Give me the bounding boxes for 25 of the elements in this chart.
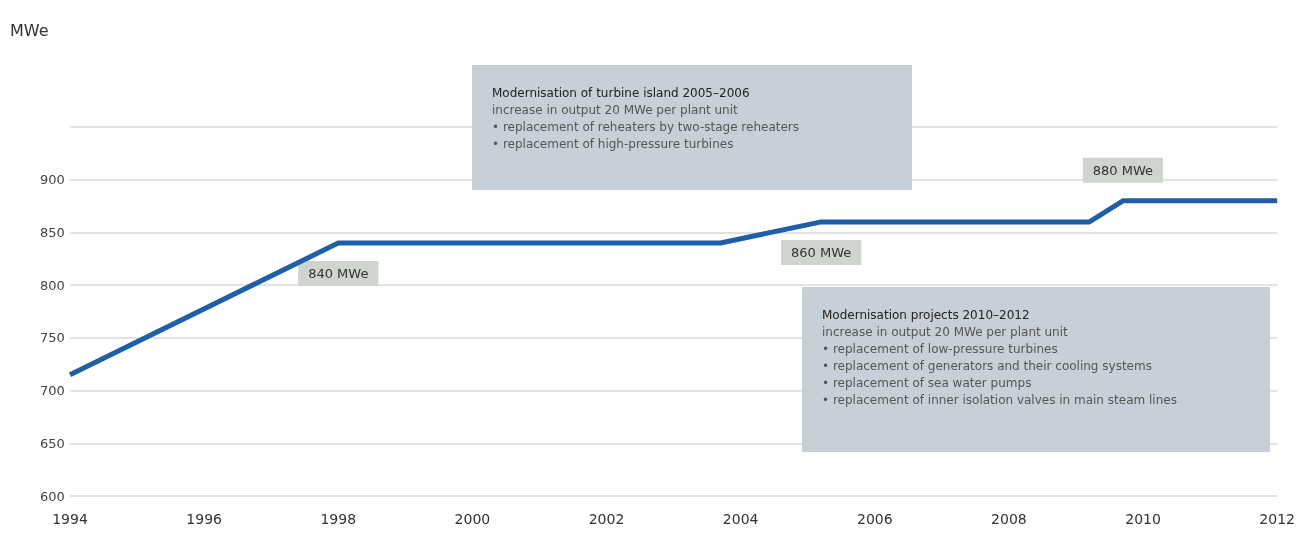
annotation: Modernisation of turbine island 2005–2006 increase in output 20 MWe per plant unit • replacement of reheaters by two-stage reheaters • replacement of high-pressure turbines bbox=[492, 85, 801, 153]
y-tick-label: 850 bbox=[40, 224, 65, 240]
x-tick-label: 2002 bbox=[588, 511, 625, 527]
annotation: 840 MWe bbox=[308, 265, 369, 281]
y-tick-label: 650 bbox=[40, 435, 65, 451]
y-tick-label: 600 bbox=[40, 488, 65, 504]
y-tick-label: 700 bbox=[40, 383, 65, 399]
x-tick-label: 2010 bbox=[1125, 511, 1161, 527]
y-tick-label: 900 bbox=[40, 172, 65, 188]
x-tick-label: 1994 bbox=[52, 511, 88, 527]
note-box: Modernisation of turbine island 2005–2006 increase in output 20 MWe per plant unit • replacement of reheaters by two-stage reheaters • replacement of high-pressure turbines bbox=[472, 65, 912, 190]
y-tick-label: 750 bbox=[40, 330, 65, 346]
x-tick-label: 2004 bbox=[722, 511, 759, 527]
x-tick-label: 2012 bbox=[1259, 511, 1296, 527]
x-tick-label: 1996 bbox=[186, 511, 223, 527]
x-tick-label: 2006 bbox=[856, 511, 893, 527]
text: MWe bbox=[10, 20, 49, 40]
note-box: Modernisation projects 2010–2012 increase in output 20 MWe per plant unit • replacement of low-pressure turbines • replacement of generators and their cooling systems • replacement of sea water pumps • replacement of inner isolation valves in main steam lines bbox=[802, 287, 1270, 452]
x-tick-label: 1998 bbox=[320, 511, 357, 527]
x-tick-label: 2000 bbox=[454, 511, 491, 527]
annotation: 880 MWe bbox=[1092, 162, 1154, 178]
x-tick-label: 2008 bbox=[991, 511, 1027, 527]
annotation: Modernisation projects 2010–2012 increase in output 20 MWe per plant unit • replacement of low-pressure turbines • replacement of generators and their cooling systems • replacement of sea water pumps • replacement of inner isolation valves in main steam lines bbox=[822, 307, 1178, 409]
annotation: 860 MWe bbox=[791, 244, 852, 260]
y-tick-label: 800 bbox=[40, 277, 65, 293]
